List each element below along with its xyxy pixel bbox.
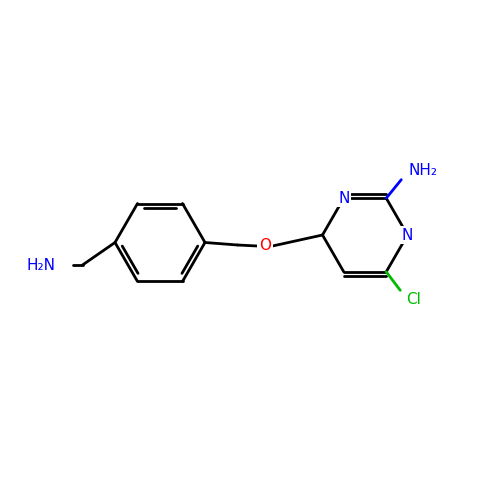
Text: H₂N: H₂N	[26, 258, 55, 272]
Text: O: O	[259, 238, 271, 254]
Text: NH₂: NH₂	[408, 163, 438, 178]
Text: Cl: Cl	[406, 292, 421, 307]
Text: N: N	[402, 228, 413, 242]
Text: O: O	[259, 238, 271, 254]
Text: N: N	[338, 190, 349, 206]
